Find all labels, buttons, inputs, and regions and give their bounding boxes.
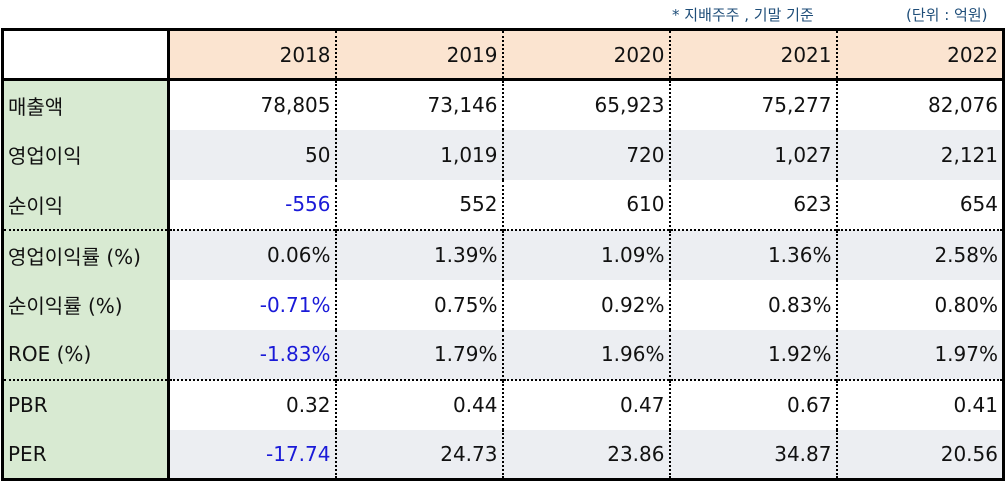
table-cell: 34.87 (668, 429, 837, 481)
table-cell: 1,019 (334, 129, 503, 180)
table-cell: 1.36% (668, 228, 837, 280)
table-row: PER -17.74 24.73 23.86 34.87 20.56 (1, 429, 1005, 481)
row-label: 영업이익 (1, 129, 170, 180)
row-label: PBR (1, 378, 170, 430)
year-header: 2021 (668, 28, 837, 81)
table-cell: -17.74 (167, 429, 336, 481)
table-cell: 1.39% (334, 228, 503, 280)
table-cell: 23.86 (501, 429, 670, 481)
table-cell: -0.71% (167, 279, 336, 330)
row-label: 순이익 (1, 179, 170, 230)
table-cell: 2.58% (835, 228, 1005, 280)
row-label: ROE (%) (1, 329, 170, 380)
table-cell: 654 (835, 179, 1005, 230)
table-notes: * 지배주주 , 기말 기준 (단위 : 억원) (0, 0, 1005, 28)
row-label: 매출액 (1, 78, 170, 130)
table-cell: 82,076 (835, 78, 1005, 130)
table-cell: 0.44 (334, 378, 503, 430)
unit-note: (단위 : 억원) (906, 6, 988, 24)
table-cell: 73,146 (334, 78, 503, 130)
table-cell: 1.97% (835, 329, 1005, 380)
table-cell: 1.96% (501, 329, 670, 380)
table-row: 영업이익 50 1,019 720 1,027 2,121 (1, 129, 1005, 180)
table-cell: 1.79% (334, 329, 503, 380)
table-row: PBR 0.32 0.44 0.47 0.67 0.41 (1, 378, 1005, 430)
table-cell: 0.47 (501, 378, 670, 430)
table-cell: 2,121 (835, 129, 1005, 180)
table-cell: 0.80% (835, 279, 1005, 330)
table-cell: 0.75% (334, 279, 503, 330)
row-label: PER (1, 429, 170, 481)
table-cell: 552 (334, 179, 503, 230)
table-cell: 1.92% (668, 329, 837, 380)
table-row: 영업이익률 (%) 0.06% 1.39% 1.09% 1.36% 2.58% (1, 228, 1005, 280)
table-cell: 0.06% (167, 228, 336, 280)
table-cell: 623 (668, 179, 837, 230)
table-cell: 1.09% (501, 228, 670, 280)
table-row: ROE (%) -1.83% 1.79% 1.96% 1.92% 1.97% (1, 329, 1005, 380)
table-cell: 50 (167, 129, 336, 180)
table-cell: 0.41 (835, 378, 1005, 430)
table-cell: 65,923 (501, 78, 670, 130)
table-row: 매출액 78,805 73,146 65,923 75,277 82,076 (1, 78, 1005, 130)
table-cell: 0.32 (167, 378, 336, 430)
table-row: 순이익률 (%) -0.71% 0.75% 0.92% 0.83% 0.80% (1, 279, 1005, 330)
row-label: 영업이익률 (%) (1, 228, 170, 280)
table-cell: 1,027 (668, 129, 837, 180)
row-label: 순이익률 (%) (1, 279, 170, 330)
financial-summary-table: 2018 2019 2020 2021 2022 매출액 78,805 73,1… (1, 28, 1005, 481)
table-cell: 0.67 (668, 378, 837, 430)
basis-note: * 지배주주 , 기말 기준 (672, 6, 814, 24)
table-cell: 78,805 (167, 78, 336, 130)
table-cell: 720 (501, 129, 670, 180)
table-cell: 24.73 (334, 429, 503, 481)
table-cell: 75,277 (668, 78, 837, 130)
header-row: 2018 2019 2020 2021 2022 (1, 28, 1005, 81)
table-cell: -1.83% (167, 329, 336, 380)
table-cell: 610 (501, 179, 670, 230)
table-cell: 20.56 (835, 429, 1005, 481)
table-row: 순이익 -556 552 610 623 654 (1, 179, 1005, 230)
year-header: 2018 (167, 28, 336, 81)
year-header: 2020 (501, 28, 670, 81)
table-cell: 0.83% (668, 279, 837, 330)
table-cell: 0.92% (501, 279, 670, 330)
corner-cell (1, 28, 170, 81)
year-header: 2019 (334, 28, 503, 81)
year-header: 2022 (835, 28, 1005, 81)
table-cell: -556 (167, 179, 336, 230)
